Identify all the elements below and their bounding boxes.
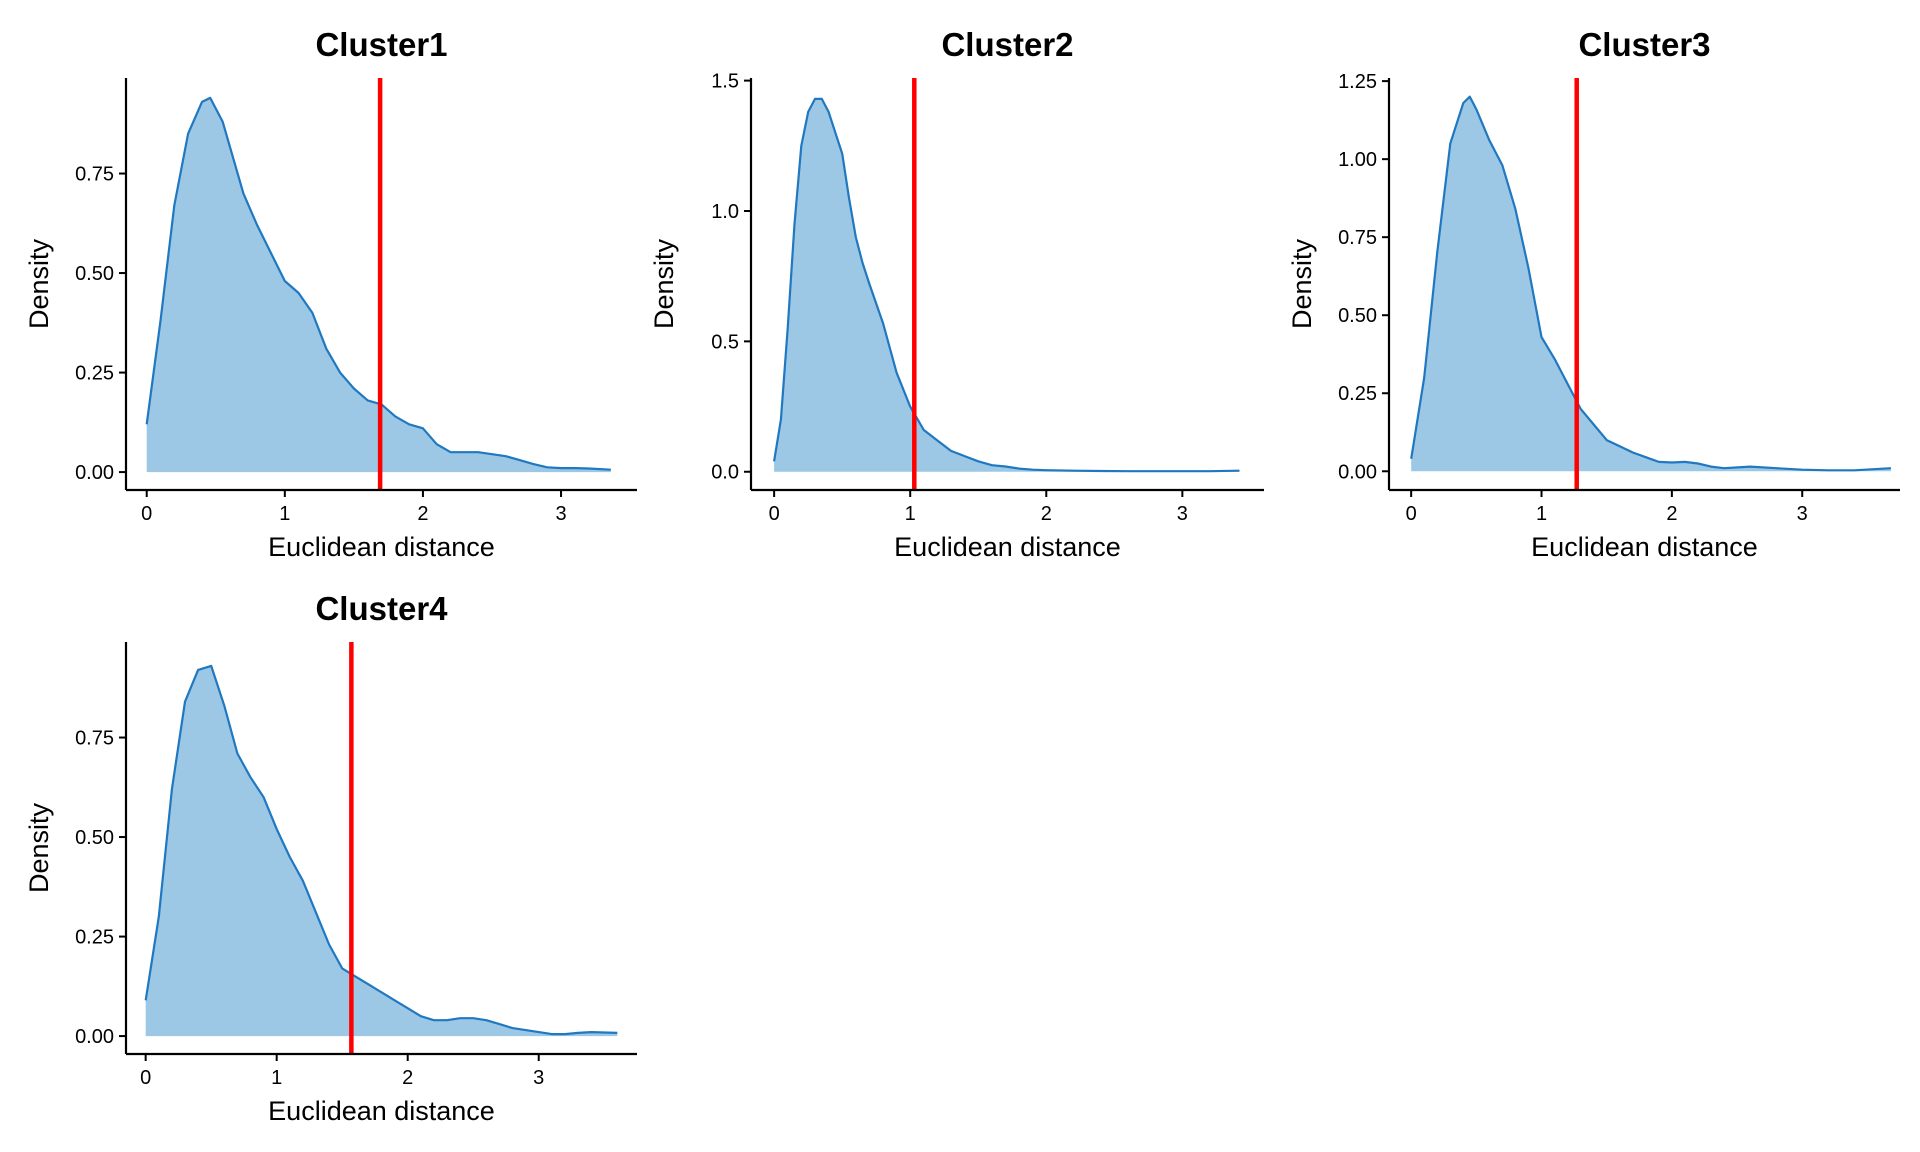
x-tick-label: 2: [402, 1067, 413, 1089]
y-axis-title: Density: [1287, 238, 1317, 329]
x-tick-label: 3: [1177, 503, 1188, 525]
x-tick-label: 3: [555, 503, 566, 525]
panel-cluster4: 0 1 2 3 0.00 0.25 0.50 0.75 Cluster4 Euclidean di…: [24, 590, 637, 1126]
y-tick-label: 0.00: [75, 462, 114, 484]
panel-cluster2: 0 1 2 3 0.0 0.5 1.0 1.5 Cluster2 Euclidean distan…: [649, 26, 1264, 562]
y-tick-label: 0.00: [1338, 461, 1377, 483]
y-tick-label: 0.50: [75, 263, 114, 285]
y-tick-label: 0.75: [75, 164, 114, 186]
x-tick-label: 1: [905, 503, 916, 525]
y-tick-label: 1.0: [711, 201, 739, 223]
x-tick-label: 2: [417, 503, 428, 525]
x-tick-label: 1: [279, 503, 290, 525]
y-tick-label: 0.25: [75, 927, 114, 949]
panel-title: Cluster4: [315, 590, 448, 627]
x-tick-label: 1: [1536, 503, 1547, 525]
y-tick-label: 0.75: [75, 728, 114, 750]
x-axis-title: Euclidean distance: [268, 532, 495, 562]
density-area: [145, 665, 618, 1037]
density-area: [146, 97, 611, 473]
panel-title: Cluster3: [1578, 26, 1710, 63]
y-tick-label: 0.75: [1338, 227, 1377, 249]
density-curve: [144, 664, 618, 1036]
x-tick-label: 3: [533, 1067, 544, 1089]
y-tick-label: 0.50: [75, 827, 114, 849]
x-tick-label: 0: [140, 1067, 151, 1089]
x-tick-label: 3: [1797, 503, 1808, 525]
density-curve: [1410, 95, 1891, 472]
y-tick-label: 1.00: [1338, 149, 1377, 171]
x-tick-label: 1: [271, 1067, 282, 1089]
panel-title: Cluster2: [941, 26, 1073, 63]
y-tick-label: 1.25: [1338, 71, 1377, 93]
x-tick-label: 2: [1666, 503, 1677, 525]
density-curve: [773, 97, 1240, 473]
x-axis-title: Euclidean distance: [894, 532, 1121, 562]
y-tick-label: 0.00: [75, 1026, 114, 1048]
y-tick-label: 0.50: [1338, 305, 1377, 327]
y-axis-title: Density: [24, 802, 54, 893]
y-axis-title: Density: [24, 238, 54, 329]
y-tick-label: 1.5: [711, 71, 739, 93]
x-tick-label: 0: [769, 503, 780, 525]
x-tick-label: 0: [141, 503, 152, 525]
panel-cluster1: 0 1 2 3 0.00 0.25 0.50 0.75 Cluster1 Euclidean di…: [24, 26, 637, 562]
y-tick-label: 0.25: [75, 363, 114, 385]
y-tick-label: 0.0: [711, 462, 739, 484]
x-axis-title: Euclidean distance: [1531, 532, 1758, 562]
panel-title: Cluster1: [315, 26, 447, 63]
x-tick-label: 2: [1041, 503, 1052, 525]
y-tick-label: 0.5: [711, 331, 739, 353]
density-curve: [145, 96, 611, 471]
density-area: [774, 98, 1240, 472]
x-tick-label: 0: [1406, 503, 1417, 525]
y-tick-label: 0.25: [1338, 383, 1377, 405]
y-axis-title: Density: [649, 238, 679, 329]
panel-cluster3: 0 1 2 3 0.00 0.25 0.50 0.75 1.00 1.25 Cluster3 Eucl…: [1287, 26, 1900, 562]
x-axis-title: Euclidean distance: [268, 1096, 495, 1126]
density-area: [1411, 96, 1891, 472]
